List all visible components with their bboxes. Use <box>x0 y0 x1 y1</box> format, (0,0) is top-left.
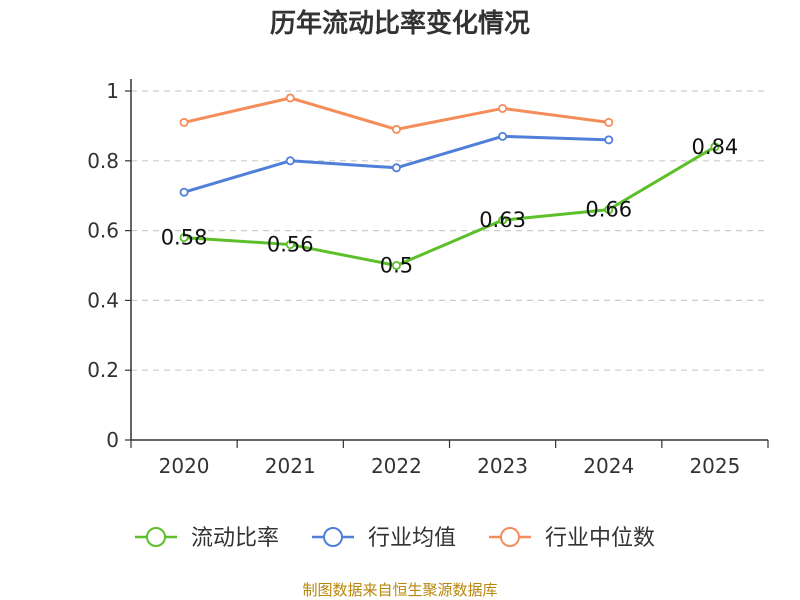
data-label: 0.58 <box>161 226 208 250</box>
series-line-0 <box>183 145 716 267</box>
data-point <box>179 117 189 127</box>
data-point <box>604 205 614 215</box>
legend-marker-0 <box>146 527 166 547</box>
x-tick-label: 2022 <box>371 454 422 478</box>
x-tick-label: 2024 <box>583 454 634 478</box>
data-labels: 0.58 0.56 0.5 0.63 0.66 0.84 <box>161 135 739 278</box>
axes: 0 0.2 0.4 0.6 0.8 1 2020 2021 2022 2023 2024 2025 <box>87 79 769 478</box>
data-point <box>391 124 401 134</box>
data-point <box>391 260 401 270</box>
legend-label-0: 流动比率 <box>191 526 279 551</box>
data-label: 0.56 <box>267 233 314 257</box>
data-point <box>285 156 295 166</box>
data-point <box>498 215 508 225</box>
data-point <box>604 135 614 145</box>
legend-label-1: 行业均值 <box>368 526 456 551</box>
legend-marker-1 <box>323 527 343 547</box>
x-tick-label: 2020 <box>159 454 210 478</box>
y-tick-label: 0 <box>106 428 119 452</box>
x-tick-label: 2021 <box>265 454 316 478</box>
data-point <box>179 187 189 197</box>
data-point <box>498 103 508 113</box>
data-label: 0.63 <box>479 208 526 232</box>
data-point <box>179 233 189 243</box>
legend: 流动比率 行业均值 行业中位数 <box>135 526 655 551</box>
y-tick-label: 1 <box>106 79 119 103</box>
y-tick-label: 0.2 <box>87 358 119 382</box>
data-point <box>710 142 720 152</box>
y-tick-label: 0.6 <box>87 219 119 243</box>
y-tick-label: 0.4 <box>87 288 119 312</box>
data-point <box>498 131 508 141</box>
data-label: 0.84 <box>692 135 739 159</box>
gridlines <box>131 90 768 371</box>
data-label: 0.5 <box>380 254 413 278</box>
x-tick-label: 2025 <box>689 454 740 478</box>
legend-marker-2 <box>500 527 520 547</box>
chart-title: 历年流动比率变化情况 <box>270 8 530 39</box>
x-tick-label: 2023 <box>477 454 528 478</box>
data-point <box>285 93 295 103</box>
series-line-2 <box>183 96 609 131</box>
legend-label-2: 行业中位数 <box>545 526 655 551</box>
data-point <box>285 240 295 250</box>
source-note: 制图数据来自恒生聚源数据库 <box>302 581 497 599</box>
y-tick-label: 0.8 <box>87 149 119 173</box>
data-label: 0.66 <box>585 198 632 222</box>
data-point <box>391 163 401 173</box>
data-point <box>604 117 614 127</box>
series-group <box>179 93 720 270</box>
